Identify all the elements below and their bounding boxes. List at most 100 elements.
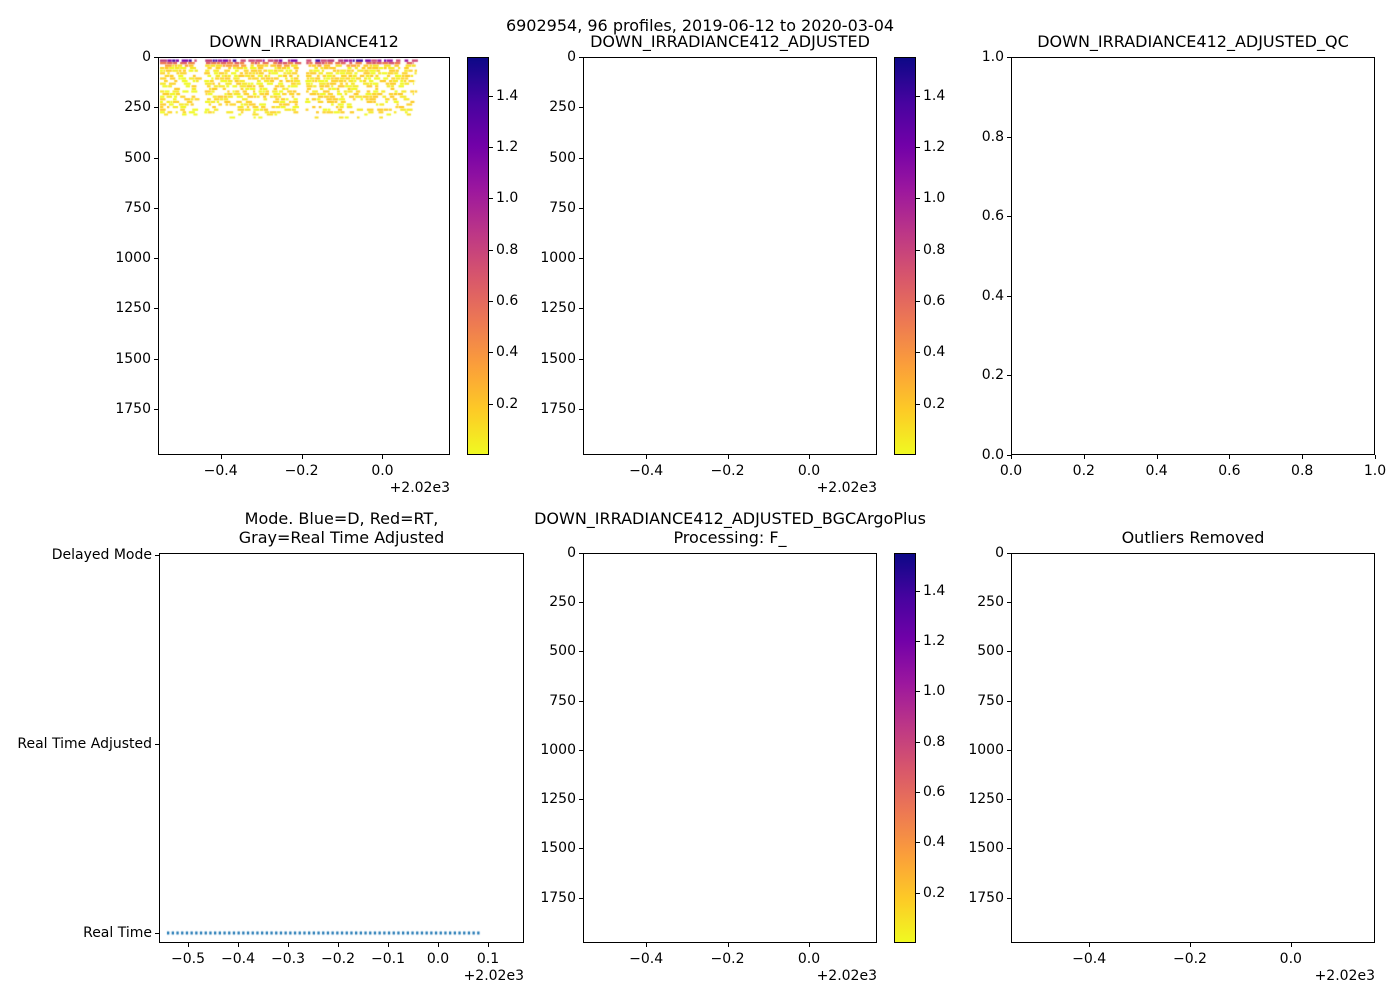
- down-irradiance412-adjusted-bgcargoplus-ytick-label: 1750: [540, 889, 576, 906]
- x-tick-mark: [1156, 455, 1158, 459]
- down-irradiance412-adjusted-bgcargoplus-ytick-label: 1000: [540, 741, 576, 758]
- y-tick-mark: [579, 157, 583, 159]
- y-tick-mark: [579, 897, 583, 899]
- colorbar-tick-mark: [916, 249, 920, 251]
- y-tick-mark: [1007, 295, 1011, 297]
- down-irradiance412-adjusted-bgcargoplus-ytick-label: 0: [567, 545, 576, 561]
- x-tick-mark: [1083, 455, 1085, 459]
- x-tick-mark: [1089, 943, 1091, 947]
- outliers-removed-ytick-label: 1750: [968, 889, 1004, 906]
- down-irradiance412-adjusted-bgcargoplus-axis-offset-label: +2.02e3: [816, 968, 877, 984]
- y-tick-mark: [154, 408, 158, 410]
- x-tick-mark: [1290, 943, 1292, 947]
- down-irradiance412-adjusted-ytick-label: 1000: [540, 250, 576, 266]
- down-irradiance412-adjusted-bgcargoplus-ytick-label: 750: [549, 692, 576, 709]
- outliers-removed-ytick-label: 1000: [968, 741, 1004, 758]
- outliers-removed-axis-offset-label: +2.02e3: [1314, 968, 1375, 984]
- down-irradiance412-ytick-label: 0: [142, 49, 151, 65]
- down-irradiance412-adjusted-ytick-label: 0: [567, 49, 576, 65]
- down-irradiance412-adjusted-qc-axes: [1011, 57, 1375, 455]
- x-tick-mark: [1189, 943, 1191, 947]
- y-tick-mark: [154, 358, 158, 360]
- x-tick-mark: [808, 455, 810, 459]
- x-tick-mark: [1229, 455, 1231, 459]
- down-irradiance412-adjusted-bgcargoplus-title: DOWN_IRRADIANCE412_ADJUSTED_BGCArgoPlus: [534, 509, 926, 528]
- outliers-removed-ytick-label: 250: [977, 594, 1004, 611]
- y-tick-mark: [154, 57, 158, 58]
- down-irradiance412-adjusted-ytick-label: 1750: [540, 400, 576, 417]
- colorbar-tick-mark: [916, 352, 920, 354]
- x-tick-mark: [1302, 455, 1304, 459]
- colorbar-tick-mark: [916, 590, 920, 592]
- y-tick-mark: [579, 107, 583, 109]
- x-tick-mark: [1375, 455, 1376, 459]
- down-irradiance412-adjusted-colorbar-tick-label: 1.4: [923, 87, 946, 104]
- outliers-removed-axes: [1011, 553, 1375, 943]
- down-irradiance412-adjusted-colorbar-tick-label: 0.4: [923, 344, 946, 361]
- y-tick-mark: [1007, 848, 1011, 850]
- down-irradiance412-ytick-label: 1000: [115, 250, 151, 266]
- y-tick-mark: [1007, 799, 1011, 801]
- down-irradiance412-adjusted-colorbar-tick-label: 0.8: [923, 241, 946, 258]
- x-tick-mark: [301, 455, 303, 459]
- down-irradiance412-adjusted-ytick-label: 500: [549, 149, 576, 166]
- colorbar-tick-mark: [916, 403, 920, 405]
- y-tick-mark: [579, 57, 583, 58]
- colorbar-tick-mark: [916, 198, 920, 200]
- down-irradiance412-ytick-label: 500: [124, 149, 151, 166]
- x-tick-mark: [220, 455, 222, 459]
- down-irradiance412-adjusted-bgcargoplus-ytick-label: 1250: [540, 791, 576, 808]
- mode-ytick-label: Delayed Mode: [51, 547, 152, 563]
- x-tick-mark: [188, 943, 189, 947]
- down-irradiance412-adjusted-axis-offset-label: +2.02e3: [816, 480, 877, 496]
- y-tick-mark: [579, 651, 583, 653]
- y-tick-mark: [579, 258, 583, 259]
- down-irradiance412-ytick-label: 750: [124, 199, 151, 216]
- y-tick-mark: [579, 848, 583, 850]
- down-irradiance412-adjusted-ytick-label: 1500: [540, 350, 576, 367]
- mode-xtick-label: 0.1: [476, 951, 500, 967]
- y-tick-mark: [1007, 602, 1011, 604]
- outliers-removed-ytick-label: 1250: [968, 791, 1004, 808]
- mode-axis-offset-label: +2.02e3: [463, 968, 524, 984]
- down-irradiance412-adjusted-bgcargoplus-ytick-label: 250: [549, 594, 576, 611]
- down-irradiance412-ytick-label: 250: [124, 99, 151, 116]
- down-irradiance412-adjusted-bgcargoplus-ytick-label: 500: [549, 643, 576, 660]
- x-tick-mark: [727, 943, 729, 947]
- y-tick-mark: [1007, 375, 1011, 377]
- x-tick-mark: [438, 943, 439, 947]
- y-tick-mark: [154, 308, 158, 310]
- y-tick-mark: [579, 602, 583, 604]
- down-irradiance412-adjusted-xtick-label: 0.0: [797, 463, 821, 479]
- x-tick-mark: [288, 943, 289, 947]
- x-tick-mark: [646, 455, 648, 459]
- y-tick-mark: [154, 207, 158, 209]
- y-tick-mark: [579, 700, 583, 702]
- down-irradiance412-adjusted-axes: [583, 57, 877, 455]
- x-tick-mark: [388, 943, 389, 947]
- y-tick-mark: [154, 107, 158, 109]
- y-tick-mark: [579, 749, 583, 751]
- down-irradiance412-adjusted-qc-ytick-label: 0.6: [981, 208, 1004, 225]
- down-irradiance412-adjusted-qc-ytick-label: 0.8: [981, 128, 1004, 145]
- down-irradiance412-adjusted-qc-ytick-label: 0.2: [981, 367, 1004, 384]
- y-tick-mark: [155, 744, 159, 745]
- y-tick-mark: [579, 308, 583, 310]
- x-tick-mark: [808, 943, 810, 947]
- down-irradiance412-ytick-label: 1250: [115, 300, 151, 317]
- down-irradiance412-adjusted-colorbar-tick-label: 1.0: [923, 190, 946, 207]
- down-irradiance412-adjusted-bgcargoplus-ytick-label: 1500: [540, 840, 576, 857]
- down-irradiance412-adjusted-ytick-label: 750: [549, 199, 576, 216]
- outliers-removed-xtick-label: 0.0: [1279, 951, 1302, 967]
- colorbar-tick-mark: [916, 146, 920, 148]
- outliers-removed-ytick-label: 750: [977, 692, 1004, 709]
- y-tick-mark: [154, 258, 158, 259]
- down-irradiance412-adjusted-colorbar-tick-label: 0.2: [923, 395, 946, 412]
- y-tick-mark: [579, 358, 583, 360]
- x-tick-mark: [382, 455, 384, 459]
- down-irradiance412-adjusted-qc-ytick-label: 0.4: [981, 287, 1004, 304]
- y-tick-mark: [579, 207, 583, 209]
- down-irradiance412-ytick-label: 1750: [115, 400, 151, 417]
- y-tick-mark: [154, 157, 158, 159]
- y-tick-mark: [1007, 136, 1011, 138]
